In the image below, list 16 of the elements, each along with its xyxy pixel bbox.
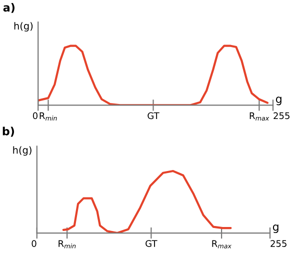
y-axis-title: h(g): [14, 22, 33, 32]
x-axis-title: g: [272, 224, 278, 234]
x-tick-label: 0: [32, 240, 36, 247]
y-axis-title: h(g): [13, 146, 32, 156]
chart-title: b): [2, 126, 14, 137]
x-tick-label: GT: [146, 240, 158, 247]
x-axis-title: g: [276, 96, 282, 106]
x-tick-label: 255: [270, 240, 286, 247]
chart-title: a): [3, 3, 14, 13]
x-tick-label: 255: [274, 112, 290, 120]
x-tick-label: R$_{min}$: [40, 112, 57, 120]
x-tick-label: R$_{min}$: [58, 240, 76, 248]
x-tick-label: R$_{max}$: [212, 240, 232, 248]
x-tick-label: 0: [32, 112, 38, 120]
x-tick-label: GT: [148, 112, 160, 120]
x-tick-label: R$_{max}$: [250, 112, 270, 121]
